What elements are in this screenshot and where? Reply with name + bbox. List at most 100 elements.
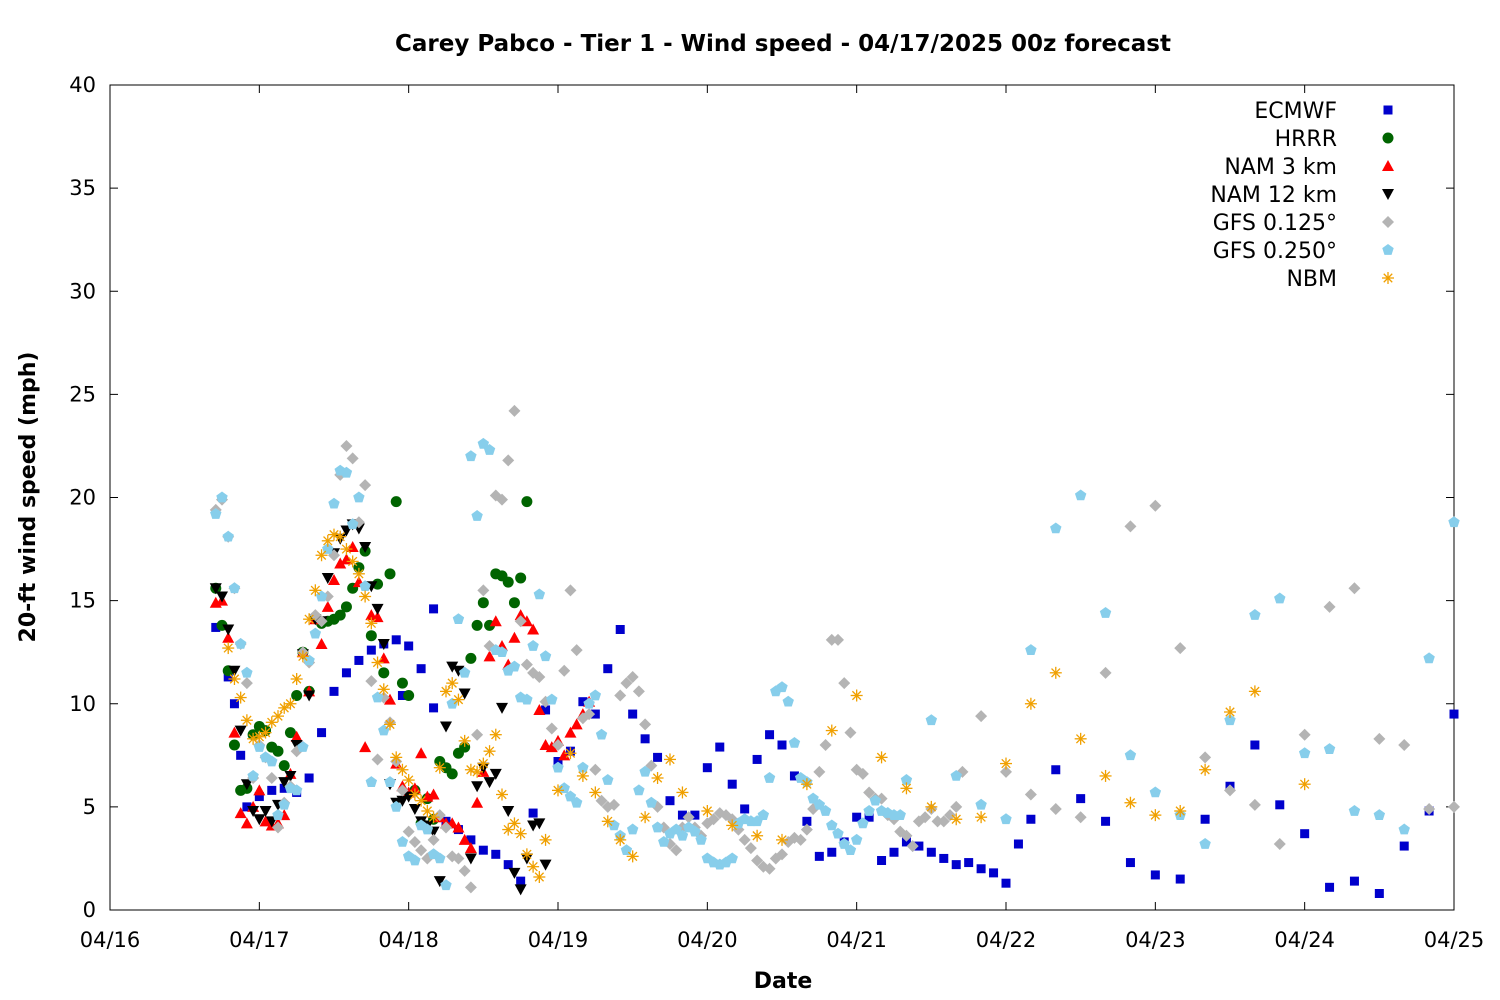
data-point-gfs-0-125 [800, 823, 813, 836]
data-point-gfs-0-125 [639, 718, 652, 731]
data-point-nbm [975, 811, 988, 824]
data-point-gfs-0-250 [253, 741, 266, 752]
data-point-gfs-0-250 [676, 829, 689, 841]
data-point-nbm [875, 751, 888, 764]
data-point-nbm [800, 778, 813, 791]
data-point-nam-12-km [321, 572, 334, 584]
data-point-nam-3-km [228, 726, 241, 738]
data-point-gfs-0-250 [446, 697, 458, 709]
data-point-ecmwf [603, 664, 613, 674]
data-point-hrrr [284, 727, 296, 739]
data-point-gfs-0-250 [508, 660, 521, 672]
data-point-gfs-0-125 [1298, 728, 1311, 741]
data-point-nbm [664, 753, 676, 766]
data-point-nam-3-km [240, 817, 253, 829]
data-point-gfs-0-125 [856, 767, 869, 780]
data-point-gfs-0-250 [458, 666, 471, 678]
data-point-nam-3-km [570, 718, 583, 730]
data-point-ecmwf [889, 847, 899, 857]
data-point-nam-12-km [240, 779, 253, 791]
data-point-gfs-0-250 [365, 776, 378, 787]
data-point-nam-12-km [284, 770, 297, 782]
data-point-gfs-0-250 [645, 796, 658, 808]
data-point-nbm [514, 827, 527, 840]
data-point-gfs-0-250 [838, 838, 850, 849]
data-point-gfs-0-125 [359, 479, 372, 492]
data-point-nam-3-km [545, 741, 558, 753]
data-point-ecmwf [1250, 740, 1260, 750]
data-point-ecmwf [429, 703, 439, 713]
data-point-ecmwf [1275, 800, 1285, 810]
data-point-nbm [1224, 706, 1236, 718]
data-point-nbm [539, 833, 552, 846]
data-point-gfs-0-250 [290, 784, 303, 796]
data-point-gfs-0-250 [1323, 743, 1336, 754]
data-point-gfs-0-125 [919, 811, 932, 824]
data-point-nam-12-km [359, 542, 372, 553]
data-point-ecmwf [1125, 858, 1135, 868]
data-point-nbm [1124, 796, 1137, 809]
data-point-ecmwf [752, 754, 762, 764]
data-point-gfs-0-125 [632, 685, 645, 698]
data-point-gfs-0-125 [508, 404, 521, 417]
data-point-ecmwf [901, 837, 911, 847]
data-point-ecmwf [914, 841, 924, 851]
x-tick-label: 04/20 [677, 928, 738, 952]
y-tick-label: 30 [69, 279, 96, 303]
data-point-ecmwf [354, 655, 364, 665]
data-point-nam-12-km [377, 638, 390, 650]
y-tick-label: 35 [69, 176, 96, 200]
data-point-nbm [489, 728, 502, 741]
data-point-gfs-0-125 [415, 844, 428, 857]
data-point-nbm [639, 811, 652, 824]
data-point-ecmwf [740, 804, 750, 814]
data-point-gfs-0-125 [950, 800, 963, 813]
data-point-nam-3-km [464, 842, 477, 854]
data-point-gfs-0-125 [738, 833, 751, 846]
data-point-ecmwf [1001, 878, 1011, 888]
data-point-nam-12-km [408, 803, 421, 815]
data-point-gfs-0-125 [614, 689, 627, 702]
data-point-gfs-0-250 [521, 693, 533, 705]
data-point-gfs-0-125 [552, 739, 564, 751]
data-point-gfs-0-250 [633, 784, 645, 796]
data-point-gfs-0-250 [1050, 522, 1062, 534]
legend-marker-nam-3-km [1382, 160, 1394, 171]
data-point-nbm [390, 751, 403, 764]
data-point-nam-12-km [303, 690, 316, 702]
data-point-ecmwf [615, 625, 625, 634]
data-point-gfs-0-250 [1224, 714, 1236, 726]
data-point-ecmwf [852, 812, 862, 822]
data-point-gfs-0-250 [782, 695, 794, 707]
data-point-ecmwf [1026, 814, 1036, 824]
data-point-nbm [433, 761, 446, 774]
data-point-gfs-0-125 [626, 670, 639, 683]
data-point-ecmwf [242, 802, 252, 812]
data-point-hrrr [471, 619, 483, 631]
data-point-nbm [240, 714, 253, 727]
data-point-gfs-0-250 [595, 728, 608, 740]
data-point-nam-3-km [452, 821, 465, 833]
data-point-gfs-0-250 [465, 450, 477, 462]
data-point-nbm [222, 642, 235, 655]
data-point-gfs-0-250 [863, 805, 875, 816]
legend: ECMWF HRRR NAM 3 km NAM 12 km GFS 0.125° GFS … [1210, 99, 1394, 292]
data-point-ecmwf [702, 763, 712, 773]
legend-label-gfs-0-125: GFS 0.125° [1213, 211, 1337, 236]
data-point-nbm [701, 805, 714, 817]
legend-label-hrrr: HRRR [1275, 127, 1337, 152]
data-point-ecmwf [1374, 889, 1384, 898]
data-point-nbm [1199, 763, 1212, 776]
data-point-gfs-0-250 [272, 809, 284, 820]
data-point-nbm [533, 871, 546, 883]
data-point-nam-12-km [533, 818, 546, 830]
data-point-gfs-0-125 [408, 835, 421, 848]
data-point-nam-12-km [464, 853, 477, 865]
data-point-gfs-0-250 [813, 798, 826, 810]
data-point-nbm [284, 697, 297, 710]
data-point-gfs-0-125 [570, 644, 583, 657]
data-point-gfs-0-125 [240, 677, 253, 690]
data-point-ecmwf [715, 742, 725, 752]
data-point-gfs-0-125 [595, 794, 608, 807]
data-point-gfs-0-250 [1124, 749, 1137, 761]
